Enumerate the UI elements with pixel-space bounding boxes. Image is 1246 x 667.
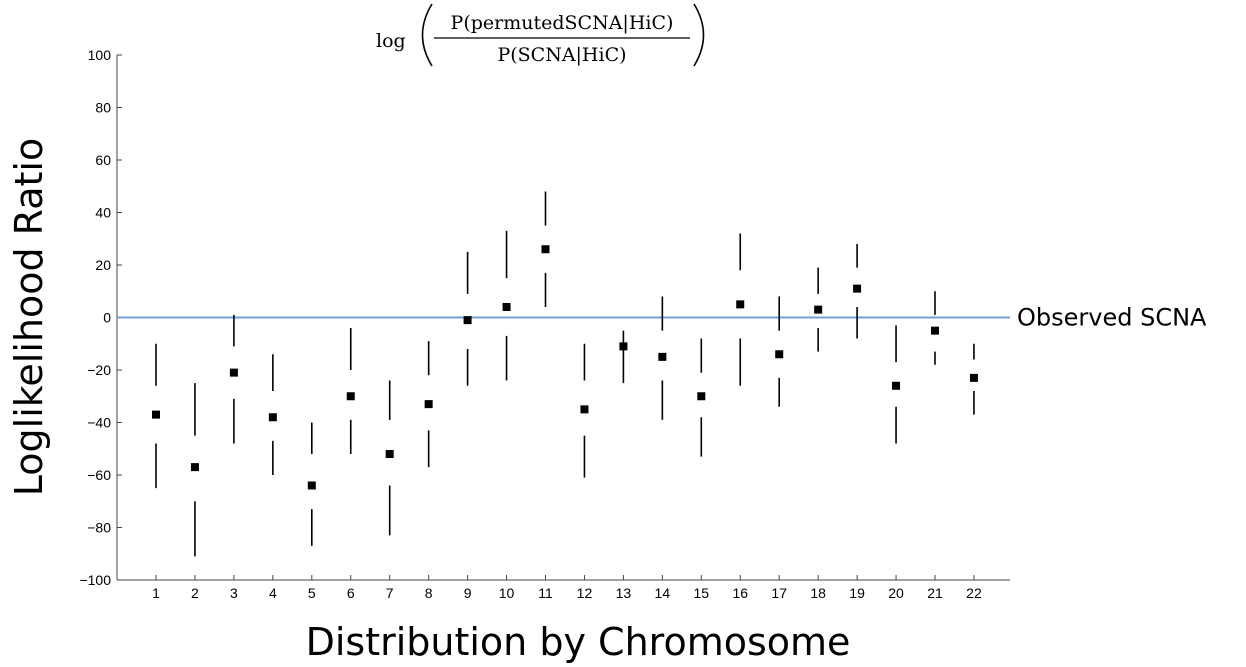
- y-tick-label: 20: [95, 257, 111, 273]
- median-point-chr22: [969, 373, 978, 382]
- median-point-chr3: [229, 368, 238, 377]
- median-point-chr14: [658, 352, 667, 361]
- x-tick-label: 8: [425, 585, 433, 601]
- y-ticks: −100 −80 −60 −40 −20 0 20 40 60 80 100: [79, 47, 122, 588]
- x-tick-label: 22: [966, 585, 982, 601]
- title-denominator: P(SCNA|HiC): [497, 44, 626, 66]
- y-tick-label: 40: [95, 205, 111, 221]
- x-tick-label: 13: [616, 585, 632, 601]
- y-axis-title: Loglikelihood Ratio: [7, 138, 51, 496]
- median-point-chr18: [814, 305, 823, 314]
- median-point-chr6: [346, 392, 355, 401]
- y-tick-label: −40: [87, 415, 111, 431]
- y-tick-label: 80: [95, 100, 111, 116]
- median-point-chr15: [697, 392, 706, 401]
- median-point-chr20: [892, 381, 901, 390]
- x-tick-label: 15: [694, 585, 710, 601]
- median-point-chr8: [424, 400, 433, 409]
- title-numerator: P(permutedSCNA|HiC): [451, 12, 674, 34]
- x-tick-label: 18: [810, 585, 826, 601]
- x-tick-label: 6: [347, 585, 355, 601]
- x-tick-label: 14: [655, 585, 671, 601]
- y-tick-label: −80: [87, 520, 111, 536]
- median-point-chr11: [541, 245, 550, 254]
- observed-scna-label: Observed SCNA: [1017, 304, 1207, 332]
- title-left-paren: [421, 3, 433, 67]
- x-tick-label: 20: [888, 585, 904, 601]
- x-tick-label: 12: [577, 585, 593, 601]
- median-point-chr17: [775, 350, 784, 359]
- median-point-chr7: [385, 450, 394, 458]
- x-tick-label: 21: [927, 585, 943, 601]
- x-tick-label: 5: [308, 585, 316, 601]
- y-tick-label: 100: [88, 47, 112, 63]
- median-point-chr19: [853, 284, 862, 293]
- median-point-chr12: [580, 405, 589, 414]
- y-tick-label: −60: [87, 467, 111, 483]
- median-point-chr16: [736, 300, 745, 309]
- y-tick-label: −20: [87, 362, 111, 378]
- x-tick-label: 16: [732, 585, 748, 601]
- x-axis-title: Distribution by Chromosome: [306, 620, 851, 664]
- median-point-chr4: [268, 413, 277, 422]
- x-tick-label: 2: [191, 585, 199, 601]
- y-tick-label: 0: [103, 310, 111, 326]
- x-tick-label: 3: [230, 585, 238, 601]
- y-tick-label: −100: [79, 572, 111, 588]
- median-point-chr10: [502, 303, 511, 311]
- median-point-chr21: [931, 326, 939, 335]
- y-tick-label: 60: [95, 152, 111, 168]
- title-log: log: [376, 30, 406, 52]
- chart-marks: [152, 191, 978, 557]
- median-point-chr5: [307, 481, 316, 490]
- x-tick-label: 17: [771, 585, 787, 601]
- median-point-chr2: [190, 463, 199, 472]
- x-tick-label: 4: [269, 585, 277, 601]
- median-point-chr1: [152, 410, 160, 419]
- x-tick-label: 7: [386, 585, 394, 601]
- x-tick-label: 11: [538, 585, 553, 601]
- x-tick-label: 10: [499, 585, 515, 601]
- x-tick-label: 19: [849, 585, 865, 601]
- median-point-chr13: [619, 342, 628, 351]
- x-tick-label: 1: [152, 585, 160, 601]
- x-ticks: 1 2 3 4 5 6 7 8 9 10 11 12 13 14 15 16 17 18 19 20 21 22: [152, 575, 982, 601]
- median-point-chr9: [463, 316, 472, 325]
- title-right-paren: [693, 3, 705, 67]
- chart-title: log P(permutedSCNA|HiC) P(SCNA|HiC): [376, 3, 705, 67]
- x-tick-label: 9: [464, 585, 472, 601]
